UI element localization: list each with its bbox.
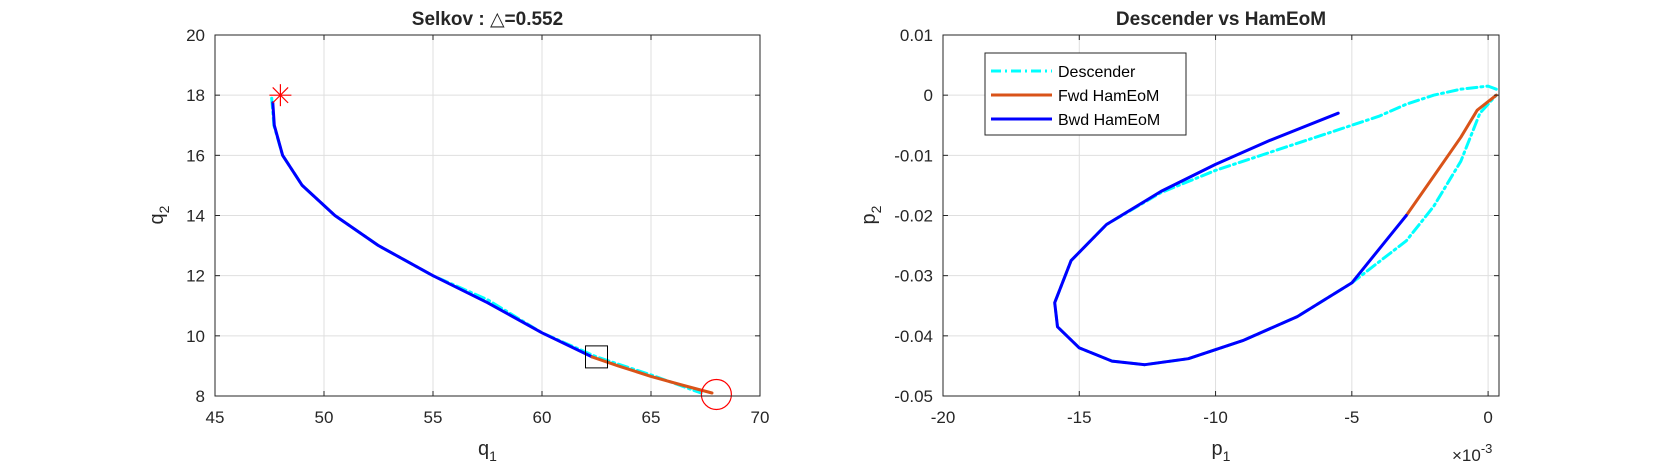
plot-left-ticks: 45 50 55 60 65 70 8 10 12 14 16 18 20 (186, 26, 769, 427)
plot-left-ylabel: q2 (146, 205, 172, 224)
y-tick-label: -0.01 (894, 146, 933, 165)
x-tick-label: -15 (1067, 408, 1092, 427)
x-tick-label: 65 (642, 408, 661, 427)
y-tick-label: 12 (186, 267, 205, 286)
x-tick-label: 60 (533, 408, 552, 427)
plot-left-title: Selkov : △=0.552 (412, 9, 563, 30)
series-line-fwd (590, 355, 714, 395)
y-tick-label: 0.01 (900, 26, 933, 45)
y-tick-label: 20 (186, 26, 205, 45)
x-tick-label: 0 (1483, 408, 1492, 427)
series-line-bwd (1053, 111, 1408, 367)
y-tick-label: -0.02 (894, 207, 933, 226)
plot-left-grid (214, 34, 761, 397)
y-tick-label: -0.03 (894, 267, 933, 286)
plot-right-ticks: -20 -15 -10 -5 0 -0.05 -0.04 -0.03 -0.02 -0.01 0 0.… (894, 26, 1499, 427)
plot-right: -20 -15 -10 -5 0 -0.05 -0.04 -0.03 -0.02 -0.01 0 0.… (858, 9, 1500, 465)
y-tick-label: 10 (186, 327, 205, 346)
x-tick-label: -5 (1344, 408, 1359, 427)
x-tick-label: 50 (315, 408, 334, 427)
plot-right-x-exponent: ×10-3 (1452, 441, 1492, 465)
y-tick-label: 18 (186, 86, 205, 105)
square-marker (585, 345, 608, 369)
asterisk-marker (269, 84, 292, 107)
y-tick-label: -0.05 (894, 387, 933, 406)
asterisk-ray (272, 87, 289, 104)
y-tick-label: 14 (186, 207, 205, 226)
x-tick-label: -10 (1203, 408, 1228, 427)
y-tick-label: -0.04 (894, 327, 933, 346)
plot-left-xlabel: q1 (478, 438, 497, 464)
plot-left-series (270, 96, 714, 395)
y-tick-label: 8 (196, 387, 205, 406)
plot-right-ylabel: p2 (858, 205, 884, 224)
legend-label-descender: Descender (1058, 64, 1136, 81)
series-line-bwd (271, 101, 594, 359)
x-tick-label: 55 (424, 408, 443, 427)
legend-label-bwd: Bwd HamEoM (1058, 112, 1160, 129)
x-tick-label: 45 (206, 408, 225, 427)
y-tick-label: 0 (924, 86, 933, 105)
plot-right-title: Descender vs HamEoM (1116, 9, 1326, 30)
x-tick-label: 70 (751, 408, 770, 427)
plot-left: 45 50 55 60 65 70 8 10 12 14 16 18 20 Selkov : △=0.5… (146, 9, 769, 464)
legend-label-fwd: Fwd HamEoM (1058, 88, 1159, 105)
plot-right-xlabel: p1 (1212, 438, 1231, 464)
plot-left-markers (269, 84, 733, 411)
circle-marker (700, 378, 733, 411)
y-tick-label: 16 (186, 146, 205, 165)
x-tick-label: -20 (931, 408, 956, 427)
legend: Descender Fwd HamEoM Bwd HamEoM (984, 52, 1187, 136)
plot-right-series (1053, 84, 1498, 367)
series-line-fwd (1404, 93, 1498, 217)
